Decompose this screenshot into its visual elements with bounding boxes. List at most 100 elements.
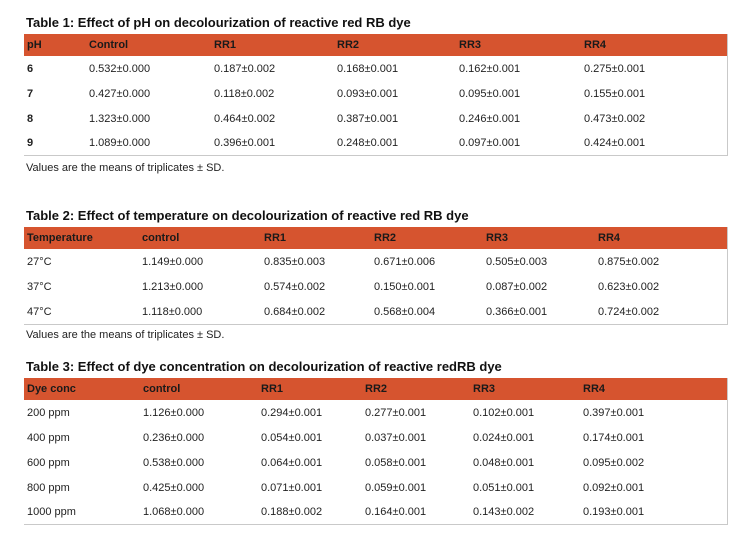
table-cell: 0.058±0.001: [365, 456, 427, 469]
table-cell: 0.174±0.001: [583, 431, 645, 444]
table-cell: 0.397±0.001: [583, 406, 645, 419]
table-2-note: Values are the means of triplicates ± SD…: [26, 329, 225, 341]
table-3-header-control: control: [140, 378, 258, 400]
table-cell: 800 ppm: [27, 481, 70, 494]
table-3-header-rr3: RR3: [470, 378, 580, 400]
table-cell: 400 ppm: [27, 431, 70, 444]
table-cell: 0.064±0.001: [261, 456, 323, 469]
table-cell: 1000 ppm: [27, 506, 76, 518]
table-row: 37°C 1.213±0.000 0.574±0.002 0.150±0.001…: [24, 274, 727, 299]
table-cell: 1.089±0.000: [89, 137, 151, 149]
table-row: 6 0.532±0.000 0.187±0.002 0.168±0.001 0.…: [24, 56, 727, 81]
table-row: 200 ppm 1.126±0.000 0.294±0.001 0.277±0.…: [24, 400, 727, 425]
table-1: pH Control RR1 RR2 RR3 RR4 6 0.532±0.000…: [24, 34, 727, 155]
table-1-header-ph: pH: [24, 34, 86, 56]
table-row: 9 1.089±0.000 0.396±0.001 0.248±0.001 0.…: [24, 131, 727, 155]
table-row: 600 ppm 0.538±0.000 0.064±0.001 0.058±0.…: [24, 450, 727, 475]
table-2-header-rr1: RR1: [261, 227, 371, 249]
table-1-header-rr1: RR1: [211, 34, 334, 56]
table-1-note: Values are the means of triplicates ± SD…: [26, 162, 225, 174]
table-cell: 0.102±0.001: [473, 406, 535, 419]
table-cell: 0.037±0.001: [365, 431, 427, 444]
table-row: 800 ppm 0.425±0.000 0.071±0.001 0.059±0.…: [24, 475, 727, 500]
table-1-title: Table 1: Effect of pH on decolourization…: [26, 15, 411, 30]
table-cell: 1.068±0.000: [143, 506, 205, 518]
table-cell: 0.164±0.001: [365, 506, 427, 518]
table-3-box: Dye conc control RR1 RR2 RR3 RR4 200 ppm…: [24, 378, 728, 525]
table-2-header-row: Temperature control RR1 RR2 RR3 RR4: [24, 227, 727, 249]
table-2-block: Table 2: Effect of temperature on decolo…: [24, 207, 728, 343]
table-3-header-dye-conc: Dye conc: [24, 378, 140, 400]
table-2-box: Temperature control RR1 RR2 RR3 RR4 27°C…: [24, 227, 728, 325]
table-2-header-rr4: RR4: [595, 227, 727, 249]
table-cell: 0.684±0.002: [264, 305, 326, 318]
table-cell: 0.059±0.001: [365, 481, 427, 494]
table-cell: 1.126±0.000: [143, 406, 205, 419]
table-3: Dye conc control RR1 RR2 RR3 RR4 200 ppm…: [24, 378, 727, 524]
table-cell: 0.187±0.002: [214, 62, 276, 75]
table-cell: 8: [27, 112, 34, 125]
table-cell: 0.275±0.001: [584, 62, 646, 75]
table-2-header-rr3: RR3: [483, 227, 595, 249]
table-row: 47°C 1.118±0.000 0.684±0.002 0.568±0.004…: [24, 299, 727, 324]
table-cell: 7: [27, 87, 34, 100]
table-row: 7 0.427±0.000 0.118±0.002 0.093±0.001 0.…: [24, 81, 727, 106]
table-cell: 0.236±0.000: [143, 431, 205, 444]
table-cell: 0.143±0.002: [473, 506, 535, 518]
table-cell: 1.213±0.000: [142, 280, 204, 293]
table-1-block: Table 1: Effect of pH on decolourization…: [24, 14, 728, 176]
table-cell: 0.071±0.001: [261, 481, 323, 494]
table-cell: 600 ppm: [27, 456, 70, 469]
table-cell: 9: [27, 137, 34, 149]
table-2-header-temperature: Temperature: [24, 227, 139, 249]
table-cell: 0.024±0.001: [473, 431, 535, 444]
table-2: Temperature control RR1 RR2 RR3 RR4 27°C…: [24, 227, 727, 324]
table-cell: 0.095±0.001: [459, 87, 521, 100]
table-2-header-rr2: RR2: [371, 227, 483, 249]
table-row: 1000 ppm 1.068±0.000 0.188±0.002 0.164±0…: [24, 500, 727, 524]
table-cell: 0.092±0.001: [583, 481, 645, 494]
table-cell: 0.835±0.003: [264, 255, 326, 268]
table-cell: 0.048±0.001: [473, 456, 535, 469]
table-cell: 0.366±0.001: [486, 305, 548, 318]
table-3-header-rr1: RR1: [258, 378, 362, 400]
table-cell: 0.097±0.001: [459, 137, 521, 149]
table-cell: 0.118±0.002: [214, 87, 275, 100]
table-cell: 47°C: [27, 305, 52, 318]
table-cell: 0.464±0.002: [214, 112, 276, 125]
table-cell: 0.532±0.000: [89, 62, 151, 75]
table-cell: 0.294±0.001: [261, 406, 323, 419]
table-cell: 0.168±0.001: [337, 62, 399, 75]
table-cell: 0.150±0.001: [374, 280, 436, 293]
table-1-header-control: Control: [86, 34, 211, 56]
table-cell: 0.538±0.000: [143, 456, 205, 469]
table-cell: 0.875±0.002: [598, 255, 660, 268]
table-2-header-control: control: [139, 227, 261, 249]
table-cell: 1.149±0.000: [142, 255, 204, 268]
table-cell: 6: [27, 62, 34, 75]
table-cell: 0.188±0.002: [261, 506, 323, 518]
table-row: 400 ppm 0.236±0.000 0.054±0.001 0.037±0.…: [24, 425, 727, 450]
table-cell: 0.427±0.000: [89, 87, 151, 100]
table-row: 27°C 1.149±0.000 0.835±0.003 0.671±0.006…: [24, 249, 727, 274]
table-cell: 0.162±0.001: [459, 62, 521, 75]
table-cell: 0.248±0.001: [337, 137, 399, 149]
table-3-header-rr4: RR4: [580, 378, 727, 400]
table-2-title: Table 2: Effect of temperature on decolo…: [26, 208, 469, 223]
table-cell: 0.671±0.006: [374, 255, 436, 268]
table-1-header-rr3: RR3: [456, 34, 581, 56]
table-cell: 1.118±0.000: [142, 305, 203, 318]
table-row: 8 1.323±0.000 0.464±0.002 0.387±0.001 0.…: [24, 106, 727, 131]
table-cell: 37°C: [27, 280, 52, 293]
table-3-block: Table 3: Effect of dye concentration on …: [24, 358, 728, 525]
table-cell: 0.246±0.001: [459, 112, 521, 125]
table-cell: 0.054±0.001: [261, 431, 323, 444]
table-1-box: pH Control RR1 RR2 RR3 RR4 6 0.532±0.000…: [24, 34, 728, 156]
table-cell: 0.051±0.001: [473, 481, 535, 494]
table-cell: 0.473±0.002: [584, 112, 646, 125]
table-cell: 1.323±0.000: [89, 112, 151, 125]
table-cell: 0.093±0.001: [337, 87, 399, 100]
table-3-header-row: Dye conc control RR1 RR2 RR3 RR4: [24, 378, 727, 400]
table-cell: 0.387±0.001: [337, 112, 399, 125]
